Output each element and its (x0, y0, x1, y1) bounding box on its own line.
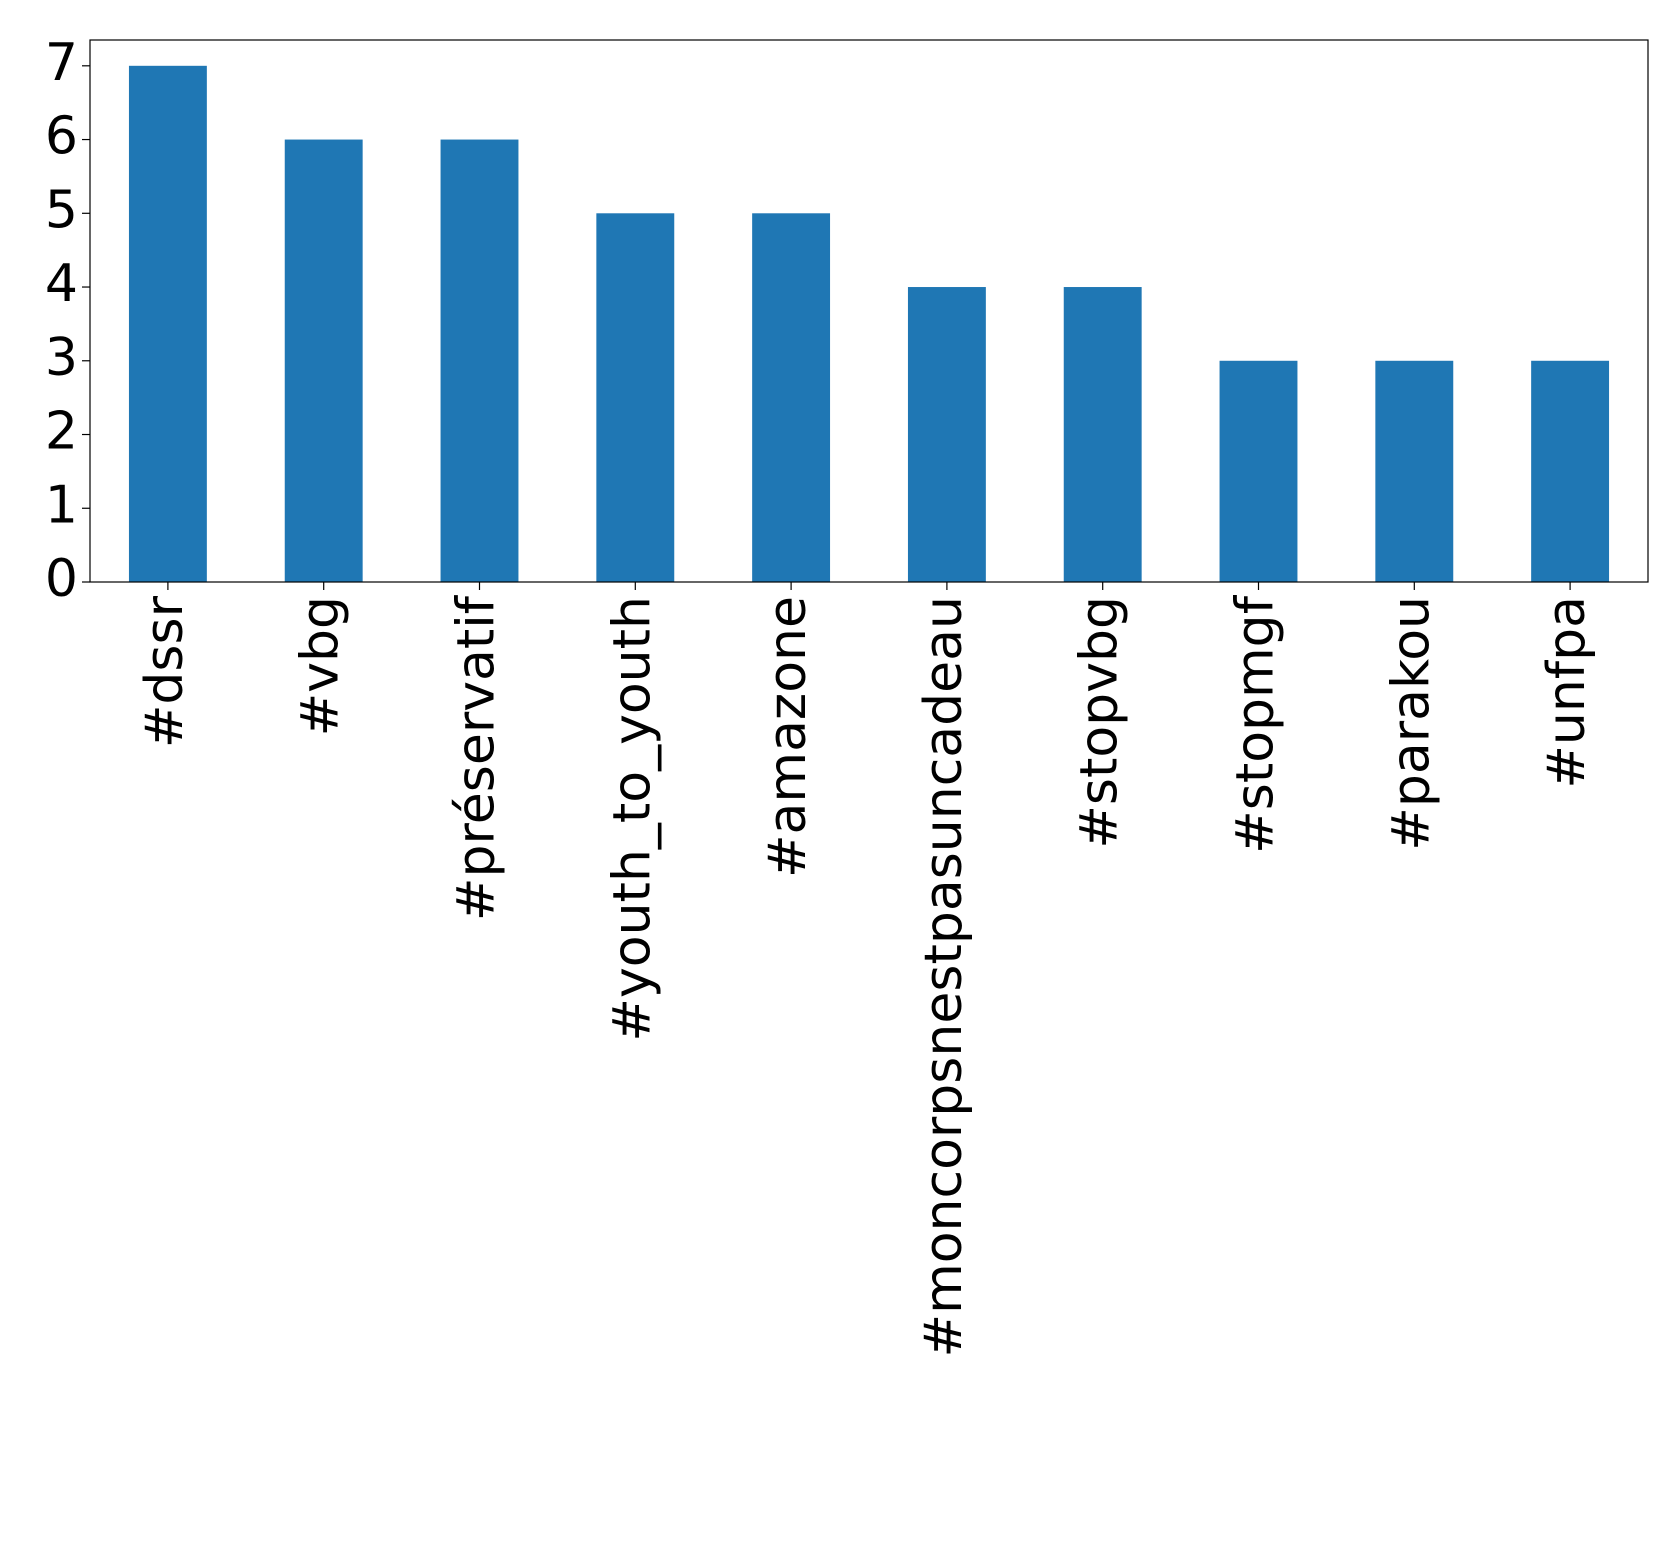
y-tick-label: 0 (45, 549, 78, 609)
bar (128, 65, 207, 583)
y-tick-label: 5 (45, 180, 78, 240)
bar (1375, 360, 1454, 582)
y-tick-label: 1 (45, 475, 78, 535)
bar (1219, 360, 1298, 582)
y-tick-label: 4 (45, 254, 78, 314)
axes-frame (89, 39, 1649, 583)
bar (440, 139, 519, 582)
x-tick-label: #youth_to_youth (602, 596, 662, 1042)
y-tick-label: 2 (45, 402, 78, 462)
bar (596, 213, 675, 582)
bar (1531, 360, 1610, 582)
x-tick-label: #moncorpsnestpasuncadeau (914, 596, 974, 1357)
bar (284, 139, 363, 582)
y-tick-label: 6 (45, 107, 78, 167)
bar (907, 287, 986, 582)
bar (752, 213, 831, 582)
x-tick-label: #parakou (1381, 596, 1441, 851)
x-tick-label: #préservatif (447, 594, 507, 921)
y-tick-label: 3 (45, 328, 78, 388)
x-tick-label: #vbg (291, 596, 351, 736)
x-tick-label: #stopmgf (1226, 594, 1286, 854)
x-tick-label: #unfpa (1537, 596, 1597, 789)
plot-area (128, 65, 1610, 583)
bar (1063, 287, 1142, 582)
x-tick-label: #amazone (758, 596, 818, 878)
x-tick-label: #dssr (135, 595, 195, 748)
y-tick-label: 7 (45, 33, 78, 93)
x-tick-label: #stopvbg (1070, 596, 1130, 849)
